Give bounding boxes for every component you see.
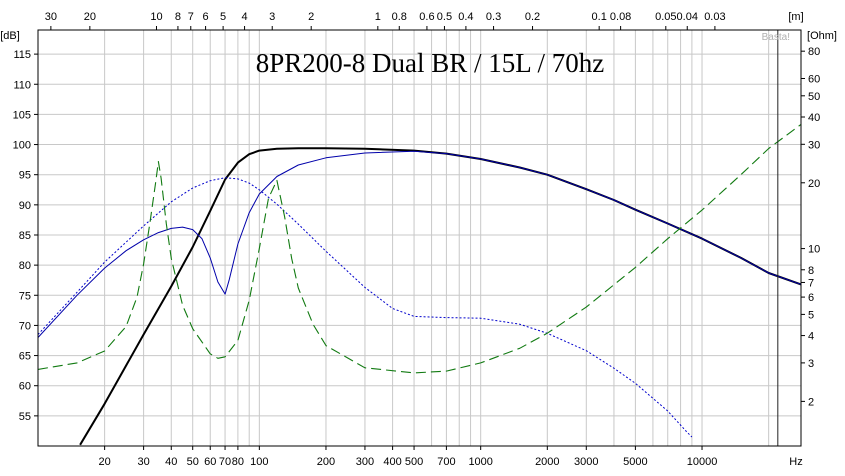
x-tick-label: 40: [165, 456, 177, 468]
top-tick-label: 0.2: [525, 11, 540, 23]
top-tick-label: 0.4: [458, 11, 473, 23]
right-tick-label: 20: [808, 178, 820, 190]
left-tick-label: 85: [19, 230, 31, 242]
top-tick-label: 5: [220, 11, 226, 23]
curves: [38, 123, 801, 446]
impedance-curve: [38, 123, 801, 374]
x-tick-label: 100: [250, 456, 268, 468]
left-axis-unit: [dB]: [0, 30, 20, 42]
x-tick-label: 400: [383, 456, 401, 468]
x-tick-label: 80: [232, 456, 244, 468]
right-tick-label: 4: [808, 331, 814, 343]
x-tick-label: 50: [187, 456, 199, 468]
x-tick-label: 200: [317, 456, 335, 468]
x-tick-label: 70: [219, 456, 231, 468]
x-tick-label: 2000: [535, 456, 559, 468]
x-tick-label: 20: [99, 456, 111, 468]
left-tick-label: 95: [19, 170, 31, 182]
x-tick-label: 1000: [468, 456, 492, 468]
left-tick-label: 55: [19, 411, 31, 423]
right-tick-label: 40: [808, 112, 820, 124]
right-tick-label: 2: [808, 396, 814, 408]
top-tick-label: 7: [188, 11, 194, 23]
top-tick-label: 10: [150, 11, 162, 23]
top-tick-label: 1: [375, 11, 381, 23]
spl-dotted-curve: [38, 177, 693, 438]
right-tick-label: 3: [808, 358, 814, 370]
top-tick-label: 0.5: [437, 11, 452, 23]
watermark: Basta!: [762, 32, 790, 43]
x-tick-label: 500: [405, 456, 423, 468]
spl-response-curve-2: [38, 150, 801, 338]
top-tick-label: 8: [175, 11, 181, 23]
top-tick-label: 0.03: [704, 11, 725, 23]
x-tick-label: 5000: [623, 456, 647, 468]
right-axis-unit: [Ohm]: [807, 30, 837, 42]
right-tick-label: 60: [808, 73, 820, 85]
x-tick-label: 10000: [687, 456, 718, 468]
top-tick-label: 2: [308, 11, 314, 23]
right-tick-label: 8: [808, 265, 814, 277]
right-tick-label: 7: [808, 277, 814, 289]
right-tick-label: 10: [808, 244, 820, 256]
plot-frame: [37, 29, 802, 447]
top-axis-unit: [m]: [788, 11, 803, 23]
top-tick-label: 0.05: [655, 11, 676, 23]
x-tick-label: 60: [204, 456, 216, 468]
top-tick-label: 0.04: [677, 11, 698, 23]
x-tick-label: 3000: [574, 456, 598, 468]
axis-labels: 20 30 40 50 60 70 80 100 200 300 400 500 700 1000 2000…: [13, 11, 821, 468]
x-tick-label: 700: [437, 456, 455, 468]
x-tick-label: 30: [137, 456, 149, 468]
grid: [38, 30, 801, 446]
left-tick-label: 80: [19, 260, 31, 272]
x-tick-label: 300: [356, 456, 374, 468]
right-tick-label: 80: [808, 46, 820, 58]
top-tick-label: 0.6: [419, 11, 434, 23]
left-tick-label: 60: [19, 381, 31, 393]
top-tick-label: 0.8: [392, 11, 407, 23]
top-tick-label: 6: [203, 11, 209, 23]
chart-title: 8PR200-8 Dual BR / 15L / 70hz: [256, 48, 605, 78]
top-tick-label: 0.1: [592, 11, 607, 23]
left-tick-label: 75: [19, 290, 31, 302]
top-tick-label: 4: [242, 11, 248, 23]
left-tick-label: 90: [19, 200, 31, 212]
top-tick-label: 0.3: [486, 11, 501, 23]
top-tick-label: 0.08: [610, 11, 631, 23]
left-tick-label: 110: [13, 79, 31, 91]
right-tick-label: 50: [808, 91, 820, 103]
left-tick-label: 100: [13, 140, 31, 152]
right-tick-label: 5: [808, 309, 814, 321]
left-tick-label: 105: [13, 109, 31, 121]
left-tick-label: 70: [19, 320, 31, 332]
left-tick-label: 65: [19, 351, 31, 363]
top-tick-label: 3: [269, 11, 275, 23]
right-tick-label: 6: [808, 292, 814, 304]
top-tick-label: 20: [84, 11, 96, 23]
right-tick-label: 30: [808, 139, 820, 151]
top-tick-label: 30: [45, 11, 57, 23]
x-axis-unit: Hz: [789, 456, 802, 468]
left-tick-label: 115: [13, 49, 31, 61]
